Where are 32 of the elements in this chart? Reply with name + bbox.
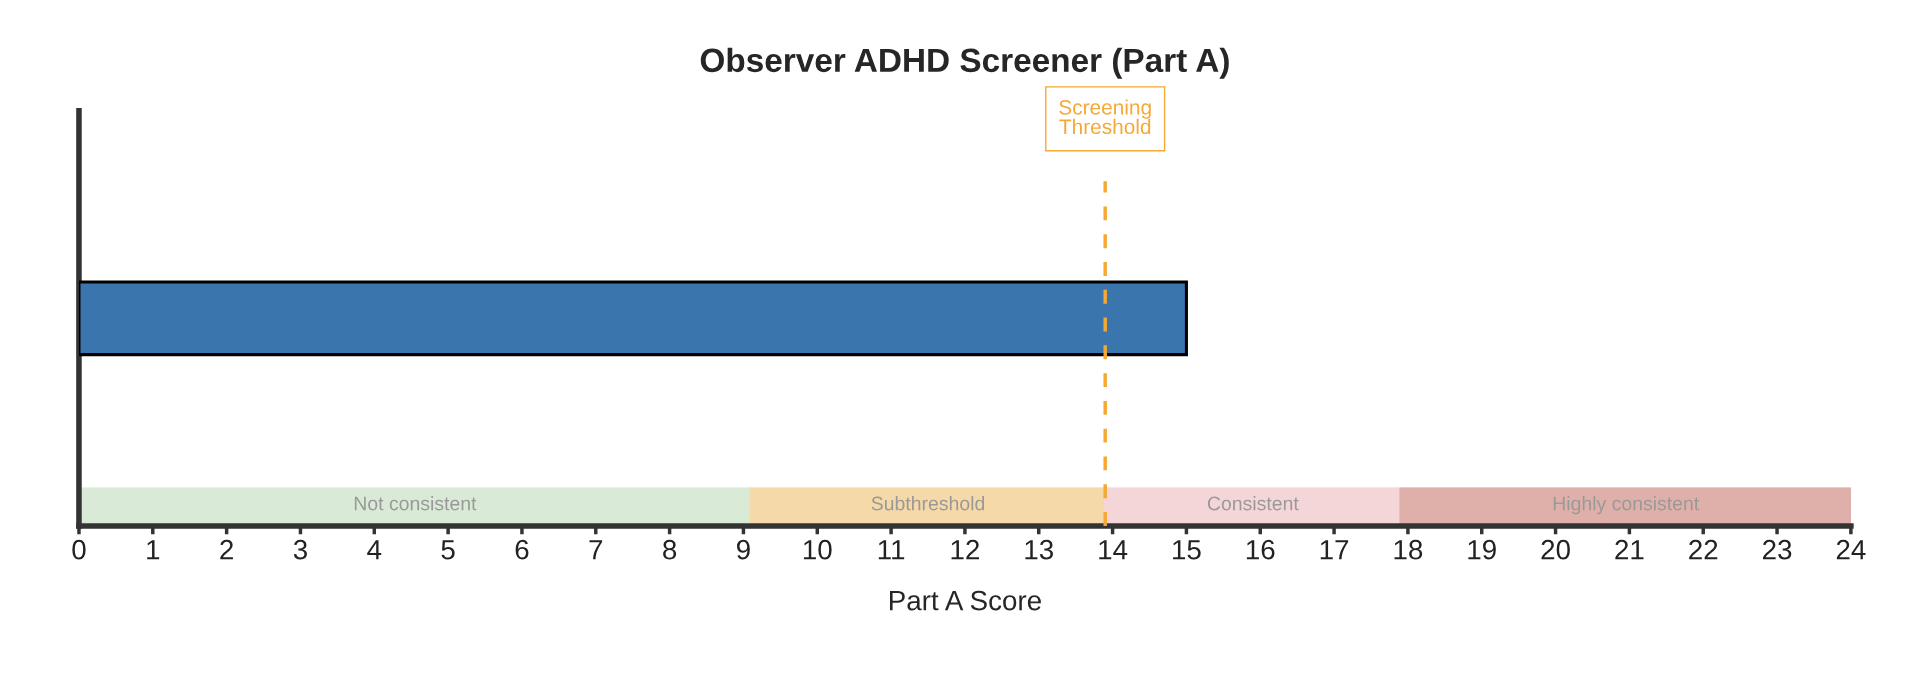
x-tick-label: 0 [72,539,86,560]
x-tick-label: 16 [1246,539,1275,560]
x-tick-label: 6 [515,539,529,560]
x-tick-label: 14 [1099,540,1128,560]
x-tick-label: 13 [1025,539,1053,560]
x-tick-label: 4 [367,540,382,560]
x-tick-label: 20 [1541,539,1570,560]
x-tick-label: 24 [1836,539,1866,560]
x-tick-label: 5 [441,540,455,560]
band-label: Subthreshold [871,496,985,511]
x-tick-label: 22 [1689,539,1718,560]
band-label: Highly consistent [1553,496,1700,515]
x-tick-label: 8 [663,539,677,560]
x-tick-label: 9 [737,539,750,560]
x-tick-label: 11 [878,540,905,560]
x-tick-label: 19 [1468,539,1496,560]
band-label: Consistent [1207,496,1299,511]
x-tick-label: 21 [1615,539,1644,560]
ref-line-label: Screening Threshold [1059,99,1151,135]
x-tick-label: 3 [293,539,307,560]
chart-title: Observer ADHD Screener (Part A) [700,47,1229,79]
x-tick-label: 2 [220,539,233,560]
x-tick-label: 1 [147,540,160,560]
x-tick-label: 12 [951,539,979,560]
x-axis-title: Part A Score [890,590,1041,611]
x-tick-label: 10 [803,539,832,560]
x-tick-label: 17 [1320,540,1349,560]
x-tick-label: 23 [1763,539,1792,560]
x-tick-label: 15 [1173,540,1201,560]
x-tick-label: 7 [589,540,603,560]
x-tick-label: 18 [1394,539,1423,560]
band-label: Not consistent [354,496,477,511]
